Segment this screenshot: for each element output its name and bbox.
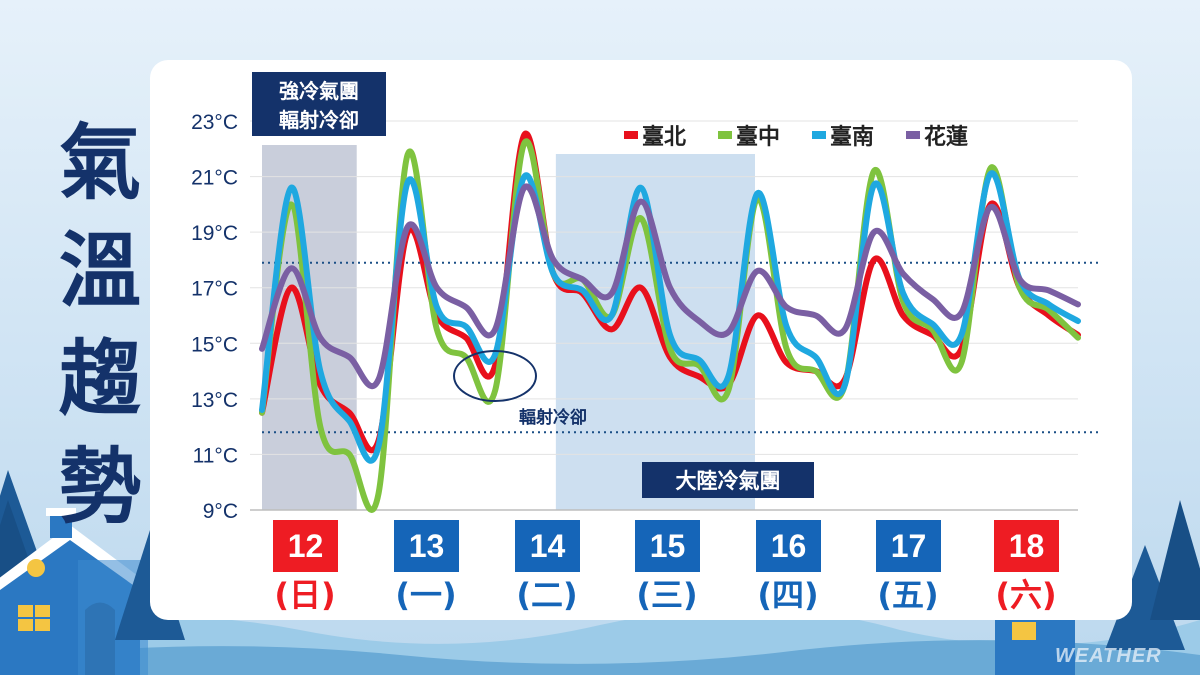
y-tick-label: 13°C: [191, 389, 238, 412]
day-date-box: 13: [394, 520, 459, 572]
day-weekday-label: (二): [516, 576, 578, 614]
y-tick-label: 23°C: [191, 111, 238, 134]
annotation-label: 輻射冷卻: [519, 407, 587, 428]
y-tick-label: 11°C: [193, 444, 238, 467]
day-date-box: 12: [273, 520, 338, 572]
y-tick-label: 19°C: [191, 222, 238, 245]
annotation-ellipse: [453, 350, 537, 402]
legend-label: 臺南: [830, 125, 874, 150]
day-date-box: 17: [876, 520, 941, 572]
legend-label: 臺北: [642, 125, 686, 150]
legend-swatch: [624, 131, 638, 139]
continental-cold-label: 大陸冷氣團: [676, 469, 781, 493]
y-tick-label: 17°C: [191, 278, 238, 301]
title-char: 溫: [58, 224, 141, 319]
radiative-cooling-label: 輻射冷卻: [279, 108, 359, 132]
legend-label: 臺中: [736, 125, 780, 150]
day-weekday-label: (五): [877, 576, 939, 614]
title-char: 趨: [58, 332, 141, 427]
day-weekday-label: (四): [757, 576, 819, 614]
title-char: 勢: [58, 440, 141, 535]
day-weekday-label: (一): [395, 576, 457, 614]
page-title: 氣 溫 趨 勢: [40, 110, 160, 542]
day-weekday-label: (六): [995, 576, 1057, 614]
pine-tree-icon: [1105, 500, 1200, 650]
legend-swatch: [718, 131, 732, 139]
continental-cold-label-box: [642, 462, 814, 498]
title-char: 氣: [58, 116, 141, 211]
day-date-box: 16: [756, 520, 821, 572]
legend-label: 花蓮: [924, 124, 968, 150]
watermark: WEATHER: [1055, 645, 1162, 667]
legend-swatch: [906, 131, 920, 139]
y-tick-label: 9°C: [203, 500, 238, 523]
strong-cold-label: 強冷氣團: [279, 79, 359, 103]
strong-cold-label-box: [252, 72, 386, 136]
y-tick-label: 15°C: [191, 333, 238, 356]
day-date-box: 14: [515, 520, 580, 572]
series-line: [259, 183, 1081, 390]
y-tick-label: 21°C: [191, 167, 238, 190]
series-line: [259, 138, 1081, 513]
day-date-box: 15: [635, 520, 700, 572]
day-date-box: 18: [994, 520, 1059, 572]
day-weekday-label: (日): [274, 576, 336, 614]
legend-swatch: [812, 131, 826, 139]
day-weekday-label: (三): [636, 576, 698, 614]
